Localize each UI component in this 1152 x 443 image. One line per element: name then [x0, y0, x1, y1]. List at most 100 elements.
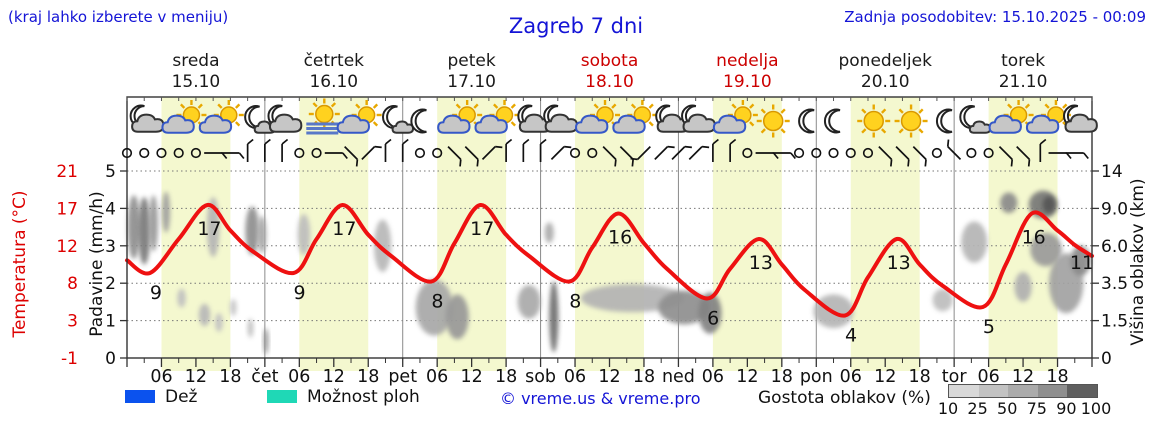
x-tick-label: 06	[150, 367, 172, 387]
x-tick-label: 06	[840, 367, 862, 387]
moon-cloud-icon	[543, 104, 579, 133]
day-date-label: 19.10	[723, 72, 772, 92]
height-tick-label: 0	[1101, 349, 1112, 369]
wind-barb-icon	[246, 138, 254, 162]
density-gradient-label: 100	[1080, 399, 1112, 418]
moon-cloud-icon	[267, 104, 303, 133]
wind-barb-icon	[281, 138, 289, 162]
sun-cloud-icon	[336, 100, 382, 134]
height-tick-label: 6.0	[1101, 237, 1128, 257]
wind-calm-icon	[311, 147, 322, 159]
day-band	[299, 97, 369, 371]
wind-barb-icon	[550, 145, 572, 160]
cloud-blob	[177, 288, 186, 308]
moon-small-cloud-icon	[959, 105, 992, 134]
cloud-blob	[1014, 271, 1032, 302]
wind-barb-icon	[946, 139, 962, 160]
x-tick-label: 06	[702, 367, 724, 387]
temperature-value-label: 8	[431, 291, 443, 313]
day-name-label: sobota	[581, 51, 639, 71]
x-tick-label: pon	[800, 367, 833, 387]
day-band	[712, 97, 782, 371]
wind-barb-icon	[324, 152, 348, 160]
wind-calm-icon	[983, 147, 994, 159]
cloud-blob	[257, 215, 267, 254]
wind-calm-icon	[121, 147, 133, 159]
rain-legend-label: Dež	[165, 387, 198, 407]
showers-legend-label: Možnost ploh	[307, 387, 420, 407]
x-tick-label: 06	[564, 367, 586, 387]
wind-barb-icon	[401, 138, 409, 162]
temp-tick-label: 17	[56, 199, 78, 219]
moon-cloud-icon	[129, 104, 165, 133]
x-tick-label: 18	[909, 367, 931, 387]
x-tick-label: 12	[874, 367, 896, 387]
precip-tick-label: 1	[105, 312, 116, 332]
temp-tick-label: 8	[67, 274, 78, 294]
wind-calm-icon	[190, 147, 202, 159]
x-tick-label: čet	[251, 367, 278, 387]
wind-calm-icon	[828, 147, 839, 159]
temp-tick-label: -1	[61, 349, 78, 369]
x-tick-label: 12	[598, 367, 620, 387]
density-gradient-segment	[1008, 385, 1038, 397]
cloud-blob	[1000, 192, 1018, 214]
wind-calm-icon	[432, 147, 443, 159]
sun-cloud-icon	[988, 100, 1034, 134]
sun-cloud-icon	[612, 100, 658, 134]
wind-calm-icon	[414, 147, 426, 159]
wind-calm-icon	[811, 147, 822, 159]
wind-calm-icon	[742, 147, 753, 159]
x-tick-label: 12	[323, 367, 345, 387]
wind-barb-icon	[912, 146, 927, 167]
temperature-value-label: 17	[470, 218, 494, 240]
moon-icon	[823, 108, 841, 134]
wind-barb-icon	[204, 152, 228, 160]
moon-cloud-icon	[517, 104, 553, 133]
x-tick-label: tor	[942, 367, 968, 387]
wind-calm-icon	[966, 147, 977, 159]
x-tick-label: 12	[1012, 367, 1034, 387]
wind-barb-icon	[671, 145, 692, 160]
moon-icon	[798, 108, 815, 134]
wind-calm-icon	[139, 147, 150, 159]
temp-tick-label: 21	[56, 162, 78, 182]
wind-barb-icon	[712, 138, 719, 162]
wind-barb-icon	[619, 146, 634, 167]
wind-barb-icon	[772, 152, 796, 160]
menu-hint-text: (kraj lahko izberete v meniju)	[8, 8, 229, 26]
temperature-value-label: 5	[983, 316, 995, 338]
precip-tick-label: 3	[105, 237, 116, 257]
x-tick-label: sob	[525, 367, 556, 387]
wind-barb-icon	[221, 152, 245, 160]
moon-cloud-icon	[681, 104, 716, 133]
cloud-blob	[373, 219, 392, 272]
precipitation-axis-title: Padavine (mm/h)	[87, 191, 107, 337]
wind-barb-icon	[522, 138, 530, 162]
wind-barb-icon	[878, 146, 893, 167]
rain-legend-swatch	[125, 390, 155, 403]
temperature-curve	[125, 203, 1094, 318]
wind-barb-icon	[602, 146, 617, 167]
day-name-label: četrtek	[304, 51, 365, 71]
cloud-blob	[517, 285, 541, 319]
cloud-blob	[544, 222, 554, 243]
density-gradient-label: 75	[1026, 399, 1047, 418]
wind-barb-icon	[1039, 138, 1047, 162]
day-name-label: nedelja	[716, 51, 778, 71]
height-tick-label: 9.0	[1101, 199, 1128, 219]
wind-barb-icon	[630, 146, 651, 161]
day-date-label: 20.10	[861, 72, 910, 92]
sun-cloud-icon	[198, 100, 244, 134]
precip-tick-label: 5	[105, 162, 116, 182]
wind-calm-icon	[862, 147, 874, 159]
cloud-blob	[549, 281, 559, 353]
x-tick-label: 06	[288, 367, 310, 387]
temperature-value-label: 9	[294, 282, 306, 304]
wind-calm-icon	[793, 147, 805, 159]
wind-barb-icon	[264, 138, 271, 162]
x-tick-label: pet	[388, 367, 417, 387]
x-tick-label: 12	[736, 367, 758, 387]
credit-link[interactable]: © vreme.us & vreme.pro	[500, 389, 701, 408]
